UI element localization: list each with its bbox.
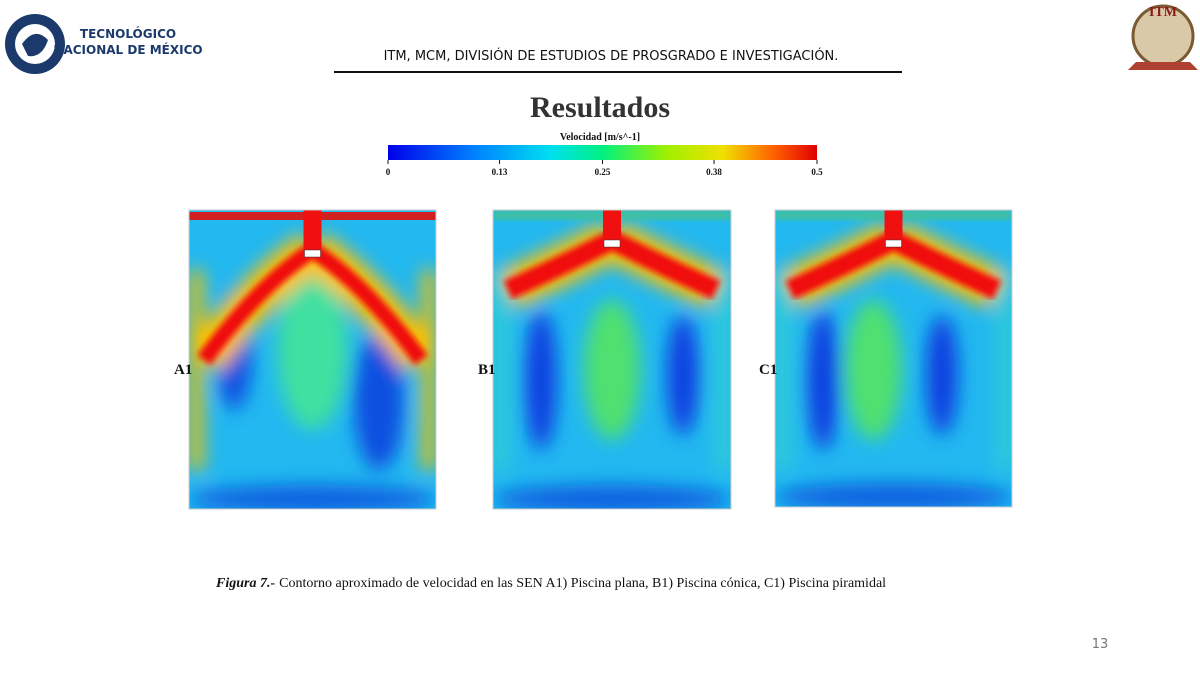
jet xyxy=(197,243,428,365)
jet xyxy=(503,231,721,300)
panel-label: C1 xyxy=(759,362,777,378)
nozzle-tip xyxy=(885,239,902,248)
itm-logo-text: ITM xyxy=(1149,5,1177,20)
contour-plot: B1 xyxy=(478,209,732,510)
bottom-low xyxy=(775,483,1012,507)
caption-figure: Figura 7.- xyxy=(215,576,275,591)
low-zone xyxy=(354,330,404,470)
colorbar xyxy=(388,145,817,160)
jet-core xyxy=(785,231,1002,300)
panel-label: B1 xyxy=(478,362,496,378)
page-number: 13 xyxy=(1092,637,1109,652)
jet-core xyxy=(197,243,428,365)
header-title: ITM, MCM, DIVISIÓN DE ESTUDIOS DE PROSGR… xyxy=(384,48,839,64)
jet xyxy=(785,231,1002,300)
contour-field xyxy=(189,210,436,509)
contour-plot: C1 xyxy=(759,209,1013,508)
colorbar-label: Velocidad [m/s^-1] xyxy=(560,132,640,143)
nozzle-tip xyxy=(603,239,621,248)
logo-text: TECNOLÓGICO xyxy=(80,26,176,41)
logo-text: NACIONAL DE MÉXICO xyxy=(53,42,202,57)
colorbar-tick-label: 0.38 xyxy=(706,167,722,177)
side-band xyxy=(189,270,203,470)
itm-logo xyxy=(1128,4,1198,70)
bottom-low xyxy=(189,485,436,509)
caption-text: Contorno aproximado de velocidad en las … xyxy=(279,576,886,591)
nozzle xyxy=(303,210,322,256)
mid-zone xyxy=(584,300,640,440)
side-band xyxy=(717,270,731,470)
tecnm-logo xyxy=(5,14,65,74)
nozzle xyxy=(603,210,621,246)
colorbar-tick-label: 0.25 xyxy=(595,167,611,177)
nozzle xyxy=(884,210,903,246)
plot-border xyxy=(774,209,1013,508)
plot-border xyxy=(492,209,732,510)
bottom-low xyxy=(493,485,731,509)
slide-title: Resultados xyxy=(530,91,670,124)
side-band xyxy=(493,270,507,470)
plot-border xyxy=(188,209,437,510)
mid-zone xyxy=(845,300,902,440)
nozzle-tip xyxy=(304,249,321,258)
colorbar-tick-label: 0.5 xyxy=(811,167,823,177)
contour-field xyxy=(775,210,1012,507)
side-band xyxy=(998,270,1012,470)
jet-core xyxy=(503,231,721,300)
side-band xyxy=(422,270,436,470)
low-zone xyxy=(926,315,958,435)
caption: Figura 7.- Contorno aproximado de velocid… xyxy=(215,576,886,591)
low-zone xyxy=(525,310,557,450)
side-band xyxy=(775,270,789,470)
low-zone xyxy=(807,310,839,450)
colorbar-tick-label: 0.13 xyxy=(492,167,508,177)
contour-field xyxy=(493,210,731,509)
panel-label: A1 xyxy=(174,362,192,378)
low-zone xyxy=(667,315,699,435)
contour-plot: A1 xyxy=(174,209,437,510)
colorbar-tick-label: 0 xyxy=(386,167,391,177)
mid-zone xyxy=(277,270,348,430)
